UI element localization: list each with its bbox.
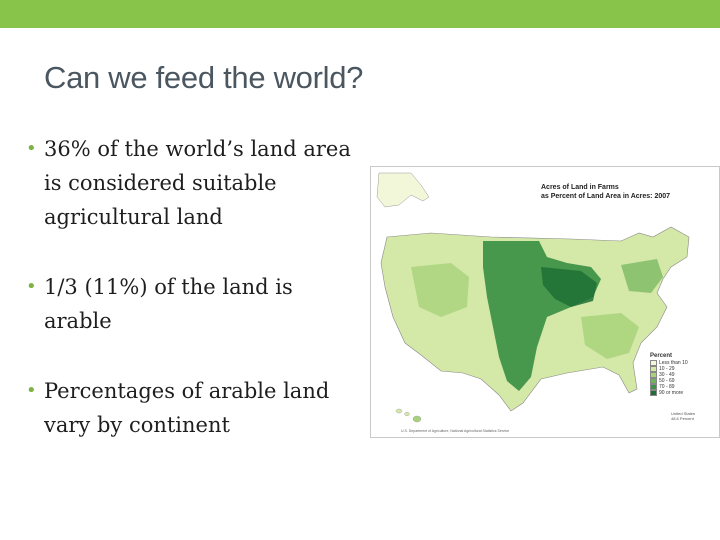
legend-title: Percent: [650, 353, 673, 359]
central-mid-region: [411, 263, 469, 317]
bullet-dot-icon: •: [26, 138, 37, 159]
legend-label: 10 - 29: [659, 366, 675, 372]
bullet-item: • 1/3 (11%) of the land is arable: [20, 270, 365, 338]
bullet-text: 1/3 (11%) of the land is arable: [44, 275, 293, 333]
legend-label: 70 - 89: [659, 384, 675, 390]
bullet-text: 36% of the world’s land area is consider…: [44, 137, 351, 229]
legend-swatch: [650, 384, 657, 390]
legend-item: Less than 10: [650, 360, 688, 366]
legend-swatch: [650, 360, 657, 366]
slide-title: Can we feed the world?: [44, 60, 364, 95]
map-us-total-note: United States 48.6 Percent: [671, 411, 696, 421]
bullet-item: • Percentages of arable land vary by con…: [20, 374, 365, 442]
map-source-credit: U.S. Department of Agriculture, National…: [401, 429, 510, 433]
bullet-dot-icon: •: [26, 276, 37, 297]
bullet-list: • 36% of the world’s land area is consid…: [20, 132, 365, 442]
northeast-region: [621, 259, 663, 293]
us-farmland-map: [376, 172, 690, 423]
legend-item: 90 or more: [650, 390, 688, 396]
legend-item: 50 - 69: [650, 378, 688, 384]
legend-swatch: [650, 372, 657, 378]
corn-belt-region: [541, 267, 597, 307]
top-accent-bar: [0, 0, 720, 28]
legend-item: 30 - 49: [650, 372, 688, 378]
southeast-region: [581, 313, 639, 359]
map-title: Acres of Land in Farms as Percent of Lan…: [541, 184, 671, 200]
legend-label: Less than 10: [659, 360, 688, 366]
farmland-map-figure: Acres of Land in Farms as Percent of Lan…: [370, 166, 720, 438]
legend-label: 50 - 69: [659, 378, 675, 384]
hawaii-inset: [395, 408, 422, 423]
legend-label: 90 or more: [659, 390, 684, 396]
map-legend: Percent Less than 10 10 - 29 30 - 49 50 …: [650, 353, 688, 396]
bullet-dot-icon: •: [26, 380, 37, 401]
legend-label: 30 - 49: [659, 372, 675, 378]
legend-item: 70 - 89: [650, 384, 688, 390]
alaska-inset: [376, 172, 430, 208]
bullet-text: Percentages of arable land vary by conti…: [44, 379, 330, 437]
legend-swatch: [650, 366, 657, 372]
bullet-item: • 36% of the world’s land area is consid…: [20, 132, 365, 234]
legend-swatch: [650, 378, 657, 384]
legend-item: 10 - 29: [650, 366, 688, 372]
legend-swatch: [650, 390, 657, 396]
